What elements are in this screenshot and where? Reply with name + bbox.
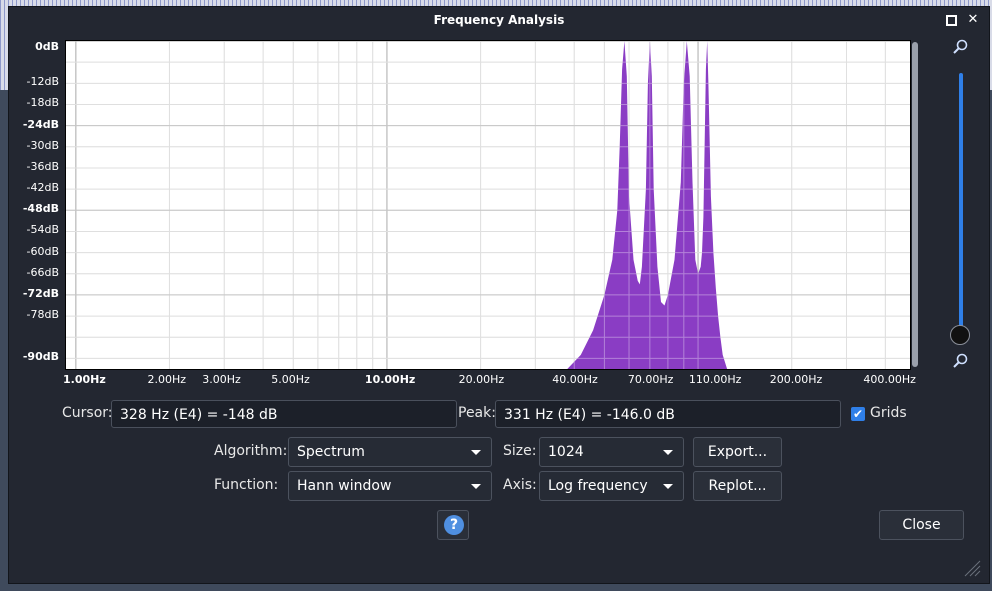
size-label: Size: xyxy=(503,443,537,459)
replot-button[interactable]: Replot... xyxy=(693,471,782,501)
x-tick-label: 70.00Hz xyxy=(627,373,674,386)
grids-checkbox[interactable]: ✔ xyxy=(851,407,865,421)
frequency-analysis-dialog: Frequency Analysis ✕ 0dB -12dB -18dB -24dB -… xyxy=(8,6,990,584)
export-button[interactable]: Export... xyxy=(693,437,782,467)
chevron-down-icon xyxy=(471,484,481,489)
y-tick-label: -42dB xyxy=(26,181,60,195)
help-button[interactable]: ? xyxy=(437,510,469,540)
y-tick-label: -12dB xyxy=(26,75,60,89)
y-tick-label: -54dB xyxy=(26,223,60,237)
title-bar[interactable]: Frequency Analysis ✕ xyxy=(9,7,989,33)
close-icon[interactable]: ✕ xyxy=(967,12,979,27)
size-value: 1024 xyxy=(548,444,584,460)
maximize-icon[interactable] xyxy=(943,12,959,28)
size-select[interactable]: 1024 xyxy=(539,437,684,467)
y-tick-label: -72dB xyxy=(22,286,59,300)
resize-grip-icon[interactable] xyxy=(961,557,981,577)
help-icon: ? xyxy=(444,515,464,535)
zoom-slider-handle[interactable] xyxy=(950,325,970,345)
y-tick-label: 0dB xyxy=(35,40,59,53)
x-tick-label: 110.00Hz xyxy=(688,373,742,386)
y-tick-label: -18dB xyxy=(26,96,60,110)
cursor-readout: 328 Hz (E4) = -148 dB xyxy=(111,400,457,428)
function-label: Function: xyxy=(214,477,279,493)
zoom-slider-track[interactable] xyxy=(959,73,963,335)
vertical-scrollbar[interactable] xyxy=(912,42,918,367)
chevron-down-icon xyxy=(663,450,673,455)
y-tick-label: -78dB xyxy=(26,308,60,322)
y-tick-label: -24dB xyxy=(22,117,59,131)
function-value: Hann window xyxy=(297,478,392,494)
zoom-out-icon[interactable] xyxy=(952,353,968,369)
spectrum-plot[interactable] xyxy=(65,40,911,370)
grids-label: Grids xyxy=(870,405,907,421)
x-tick-label: 40.00Hz xyxy=(552,373,598,386)
grid xyxy=(66,40,910,369)
peak-label: Peak: xyxy=(458,405,496,421)
x-tick-label: 200.00Hz xyxy=(769,373,823,386)
y-axis: 0dB -12dB -18dB -24dB -30dB -36dB -42dB -48dB -5… xyxy=(9,40,59,368)
x-tick-label: 1.00Hz xyxy=(63,373,106,386)
x-tick-label: 400.00Hz xyxy=(863,373,916,386)
y-tick-label: -36dB xyxy=(26,159,60,173)
x-tick-label: 20.00Hz xyxy=(458,373,505,386)
spectrum-chart xyxy=(66,40,910,369)
x-tick-label: 2.00Hz xyxy=(147,373,186,386)
algorithm-select[interactable]: Spectrum xyxy=(288,437,492,467)
x-axis: 1.00Hz 2.00Hz 3.00Hz 5.00Hz 10.00Hz 20.00Hz 40… xyxy=(9,373,929,389)
axis-select[interactable]: Log frequency xyxy=(539,471,684,501)
zoom-in-icon[interactable] xyxy=(952,39,968,55)
axis-label: Axis: xyxy=(503,477,537,493)
y-tick-label: -60dB xyxy=(26,244,60,258)
y-tick-label: -30dB xyxy=(26,138,60,152)
cursor-label: Cursor: xyxy=(62,405,113,421)
axis-value: Log frequency xyxy=(548,478,648,494)
y-tick-label: -48dB xyxy=(22,202,59,216)
grid-overlay xyxy=(66,41,910,369)
chevron-down-icon xyxy=(471,450,481,455)
algorithm-label: Algorithm: xyxy=(214,443,288,459)
chevron-down-icon xyxy=(663,484,673,489)
y-tick-label: -66dB xyxy=(26,265,60,279)
algorithm-value: Spectrum xyxy=(297,444,365,460)
x-tick-label: 10.00Hz xyxy=(364,373,416,386)
y-tick-label: -90dB xyxy=(22,350,59,364)
peak-readout: 331 Hz (E4) = -146.0 dB xyxy=(495,400,841,428)
close-button[interactable]: Close xyxy=(879,510,964,540)
function-select[interactable]: Hann window xyxy=(288,471,492,501)
window-title: Frequency Analysis xyxy=(433,13,565,27)
x-tick-label: 3.00Hz xyxy=(202,373,241,386)
x-tick-label: 5.00Hz xyxy=(271,373,310,386)
spectrum-area xyxy=(567,41,744,369)
